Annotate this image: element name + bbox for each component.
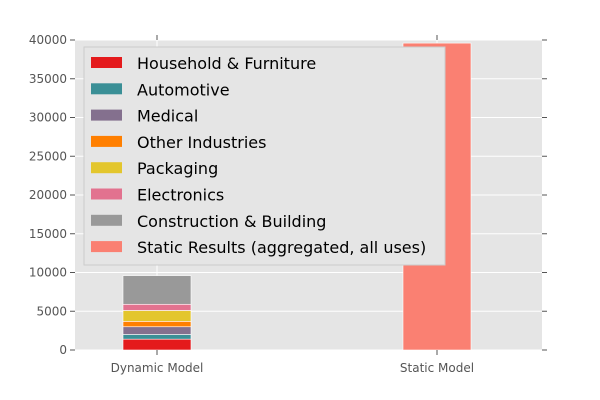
- bar-segment: [122, 303, 192, 311]
- y-tick-label: 30000: [29, 111, 67, 125]
- legend-label: Construction & Building: [137, 212, 326, 231]
- bar-segment: [122, 275, 192, 305]
- legend-label: Automotive: [137, 80, 230, 99]
- bar-segment: [122, 334, 192, 340]
- legend-swatch: [91, 57, 122, 68]
- legend-label: Packaging: [137, 159, 218, 178]
- legend-label: Static Results (aggregated, all uses): [137, 238, 426, 257]
- y-tick-label: 25000: [29, 149, 67, 163]
- legend-label: Electronics: [137, 186, 224, 205]
- x-tick-label: Static Model: [400, 361, 474, 375]
- y-tick-label: 35000: [29, 72, 67, 86]
- legend: Household & Furniture Automotive Medical Ot…: [83, 46, 446, 266]
- legend-swatch: [91, 135, 122, 147]
- x-tick-label: Dynamic Model: [111, 361, 204, 375]
- bar-segment: [122, 310, 192, 322]
- y-tick-label: 0: [59, 343, 67, 357]
- axes: 0 5000 10000 15000 20000 25000 30000 35000 40000…: [29, 33, 547, 375]
- y-tick-label: 20000: [29, 188, 67, 202]
- legend-swatch: [91, 109, 122, 121]
- legend-label: Other Industries: [137, 133, 266, 152]
- legend-label: Medical: [137, 107, 198, 126]
- y-tick-label: 10000: [29, 266, 67, 280]
- bar-segment: [122, 321, 192, 328]
- legend-swatch: [91, 162, 122, 174]
- legend-swatch: [91, 188, 122, 200]
- legend-swatch: [91, 241, 122, 253]
- bar-segment: [122, 338, 192, 351]
- y-tick-label: 40000: [29, 33, 67, 47]
- bar-segment: [122, 326, 192, 335]
- legend-swatch: [91, 83, 122, 95]
- legend-swatch: [91, 214, 122, 226]
- legend-label: Household & Furniture: [137, 54, 316, 73]
- legend-box: [83, 46, 446, 266]
- y-tick-label: 5000: [36, 304, 67, 318]
- y-tick-label: 15000: [29, 227, 67, 241]
